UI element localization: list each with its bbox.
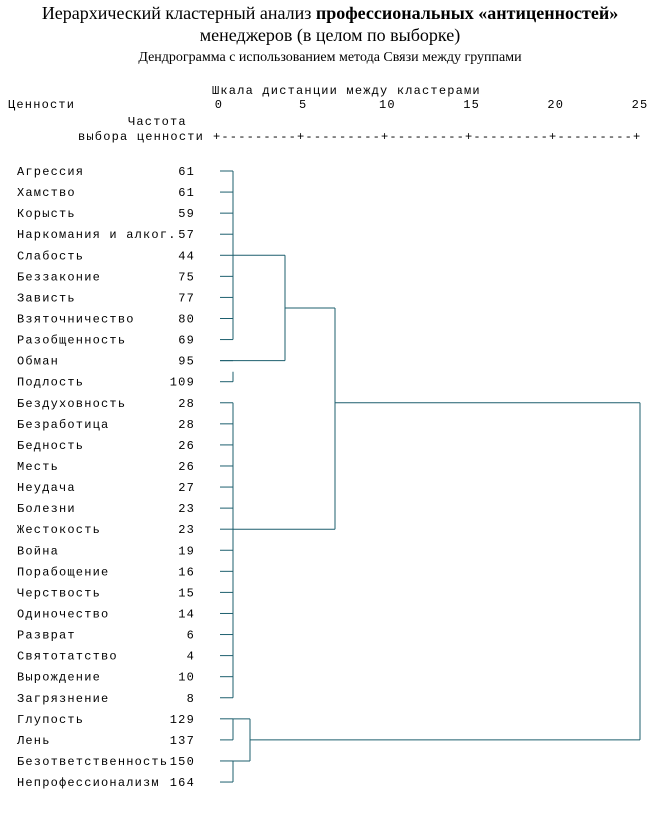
row-label: Война	[17, 544, 59, 558]
scale-tick-label: 15	[463, 98, 480, 112]
values-header: Ценности	[8, 98, 75, 112]
row-freq: 8	[187, 692, 195, 706]
row-label: Святотатство	[17, 650, 118, 664]
scale-axis: +---------+---------+---------+---------…	[213, 130, 641, 144]
row-label: Непрофессионализм	[17, 776, 160, 790]
row-label: Глупость	[17, 713, 84, 727]
row-freq: 27	[178, 481, 195, 495]
dendrogram	[220, 170, 641, 783]
title-bold: профессиональных «антиценностей»	[316, 3, 618, 23]
row-freq: 164	[170, 776, 195, 790]
row-label: Загрязнение	[17, 692, 109, 706]
row-freq: 23	[178, 523, 195, 537]
row-label: Обман	[17, 355, 59, 369]
row-label: Беззаконие	[17, 270, 101, 284]
row-label: Лень	[16, 734, 51, 748]
row-label: Слабость	[17, 249, 84, 263]
row-freq: 57	[178, 228, 195, 242]
row-label: Месть	[17, 460, 59, 474]
row-label: Черствость	[17, 586, 101, 600]
row-freq: 10	[178, 671, 195, 685]
row-freq: 77	[178, 291, 195, 305]
row-label: Порабощение	[17, 565, 109, 579]
row-freq: 23	[178, 502, 195, 516]
row-freq: 14	[178, 607, 195, 621]
freq-header: Частота	[128, 115, 187, 129]
title-normal: Иерархический кластерный анализ	[42, 3, 312, 23]
row-freq: 26	[178, 439, 195, 453]
scale-tick-label: 10	[379, 98, 396, 112]
row-label: Взяточничество	[17, 312, 135, 326]
row-label: Безработица	[17, 418, 109, 432]
row-label: Жестокость	[17, 523, 101, 537]
row-label: Корысть	[17, 207, 76, 221]
row-freq: 129	[170, 713, 195, 727]
row-freq: 4	[187, 650, 195, 664]
row-label: Вырождение	[17, 671, 101, 685]
row-label: Зависть	[17, 291, 76, 305]
row-freq: 61	[178, 186, 195, 200]
row-label: Безответственность	[17, 755, 168, 769]
row-freq: 109	[170, 376, 195, 390]
row-freq: 61	[178, 165, 195, 179]
row-freq: 44	[178, 249, 195, 263]
row-freq: 137	[170, 734, 195, 748]
row-label: Одиночество	[17, 607, 109, 621]
row-label: Агрессия	[17, 165, 84, 179]
row-freq: 16	[178, 565, 195, 579]
row-label: Наркомания и алког.	[17, 228, 177, 242]
row-label: Неудача	[17, 481, 76, 495]
scale-tick-label: 0	[215, 98, 223, 112]
row-freq: 150	[170, 755, 195, 769]
row-label: Подлость	[17, 376, 84, 390]
subtitle: Дендрограмма с использованием метода Свя…	[138, 50, 522, 65]
row-freq: 28	[178, 397, 195, 411]
scale-tick-label: 25	[632, 98, 649, 112]
row-label: Бедность	[17, 439, 84, 453]
row-freq: 6	[187, 629, 195, 643]
title: Иерархический кластерный анализ професси…	[42, 3, 618, 23]
row-freq: 69	[178, 334, 195, 348]
row-label: Болезни	[17, 502, 76, 516]
row-label: Разобщенность	[17, 334, 126, 348]
title-line2: менеджеров (в целом по выборке)	[200, 25, 460, 46]
row-freq: 80	[178, 312, 195, 326]
row-freq: 95	[178, 355, 195, 369]
row-label: Разврат	[17, 629, 76, 643]
row-freq: 59	[178, 207, 195, 221]
scale-tick-label: 20	[547, 98, 564, 112]
row-freq: 19	[178, 544, 195, 558]
row-label: Бездуховность	[17, 397, 126, 411]
row-freq: 15	[178, 586, 195, 600]
row-freq: 75	[178, 270, 195, 284]
row-label: Хамство	[17, 186, 76, 200]
scale-title: Шкала дистанции между кластерами	[212, 84, 481, 98]
row-freq: 28	[178, 418, 195, 432]
row-freq: 26	[178, 460, 195, 474]
freq-header: выбора ценности	[78, 130, 204, 144]
scale-tick-label: 5	[299, 98, 307, 112]
